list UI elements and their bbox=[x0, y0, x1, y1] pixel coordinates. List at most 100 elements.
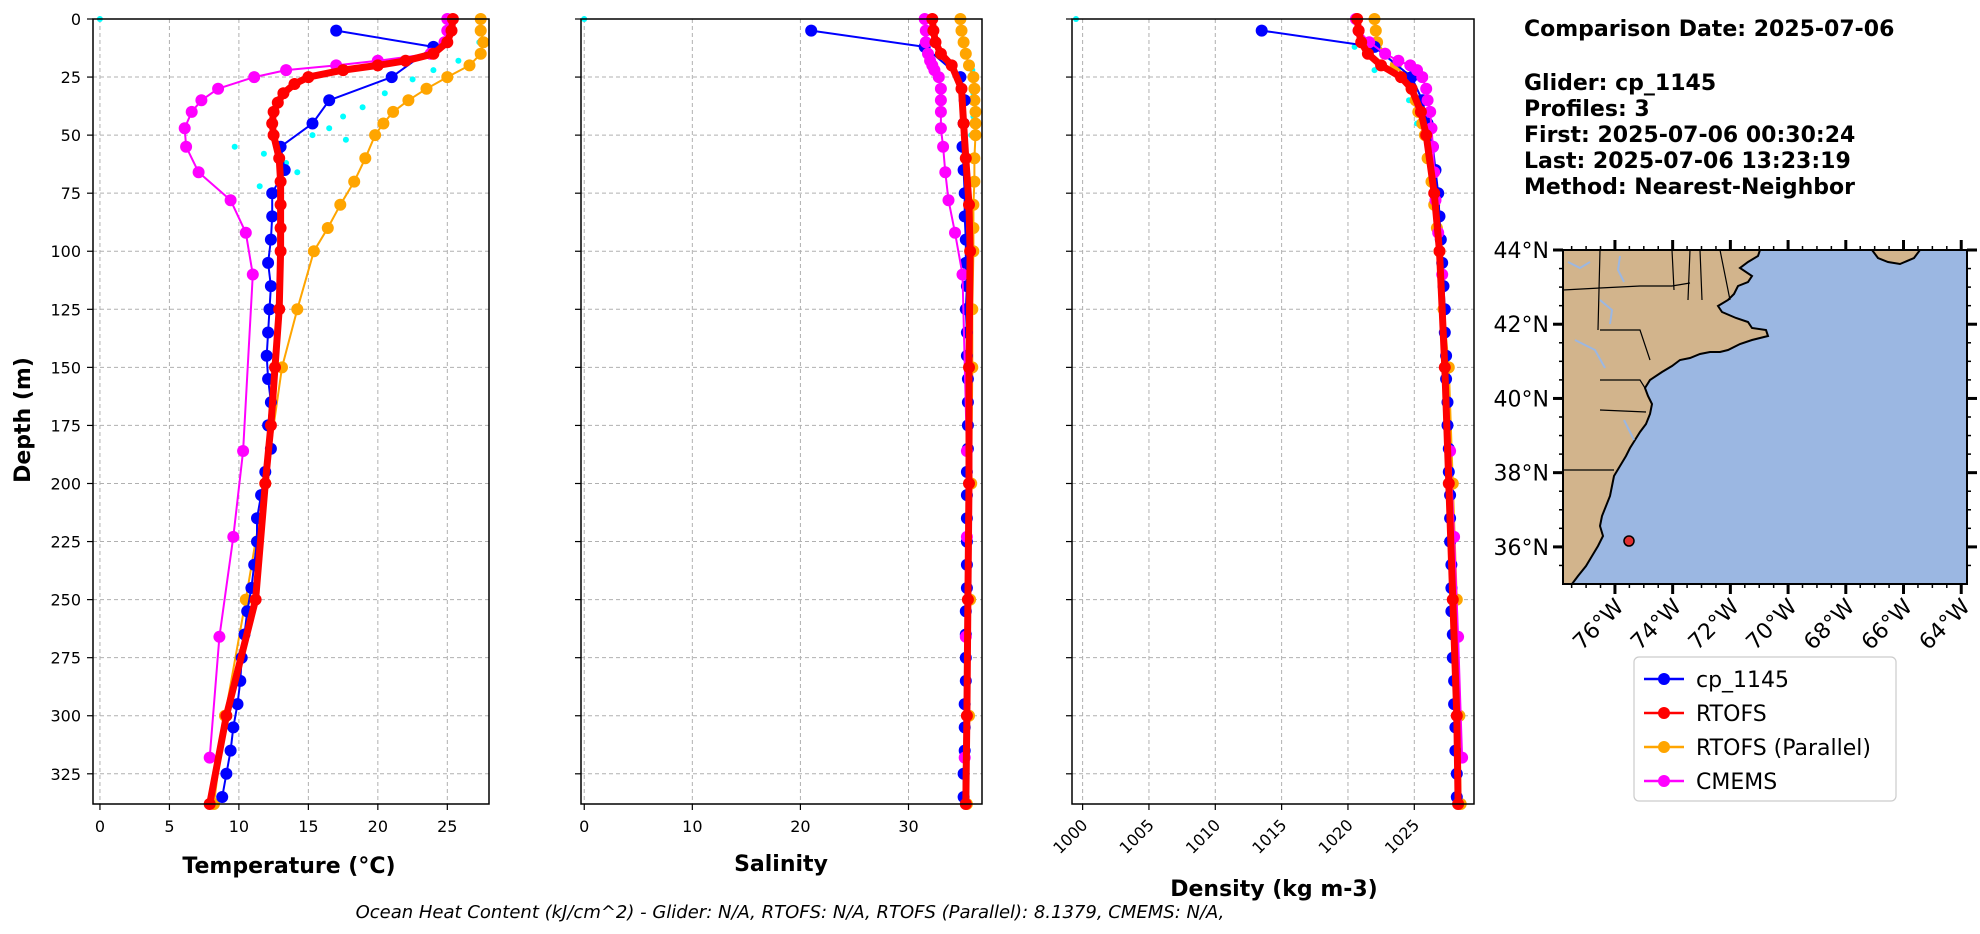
data-point bbox=[262, 326, 275, 339]
y-tick-label: 0 bbox=[71, 10, 81, 29]
lat-tick-label: 38°N bbox=[1494, 462, 1549, 487]
data-point bbox=[266, 210, 279, 223]
data-point bbox=[1414, 105, 1427, 118]
map-borders bbox=[1562, 249, 1731, 471]
lat-tick-label: 44°N bbox=[1494, 239, 1549, 264]
y-tick-label: 300 bbox=[50, 707, 81, 726]
data-point bbox=[1255, 24, 1268, 37]
x-tick-label: 5 bbox=[164, 817, 174, 836]
x-tick-label: 10 bbox=[229, 817, 249, 836]
legend: cp_1145 RTOFS RTOFS (Parallel) CMEMS bbox=[1633, 656, 1897, 802]
data-point bbox=[348, 175, 361, 188]
lon-tick-label: 64°W bbox=[1915, 594, 1976, 655]
info-method: Method: Nearest-Neighbor bbox=[1524, 175, 1855, 200]
axes-frame bbox=[92, 18, 490, 805]
data-point bbox=[1442, 477, 1455, 490]
data-point bbox=[216, 791, 229, 803]
y-tick-label: 125 bbox=[50, 300, 81, 319]
data-point bbox=[1352, 24, 1365, 37]
x-tick-label: 1015 bbox=[1248, 815, 1290, 857]
y-tick-label: 100 bbox=[50, 242, 81, 261]
data-point bbox=[192, 166, 205, 179]
legend-label: CMEMS bbox=[1696, 770, 1777, 795]
data-point bbox=[220, 767, 233, 780]
data-point bbox=[1379, 47, 1392, 60]
temperature-axis-label: Temperature (°C) bbox=[182, 854, 395, 879]
info-profiles: Profiles: 3 bbox=[1524, 97, 1650, 122]
x-tick-label: 20 bbox=[368, 817, 388, 836]
data-point bbox=[934, 105, 947, 118]
temperature-panel: Depth (m) Temperature (°C) 0 5 10 15 20 25025… bbox=[11, 10, 490, 879]
data-point bbox=[1371, 67, 1378, 74]
data-point bbox=[1392, 54, 1405, 67]
data-point bbox=[274, 198, 287, 211]
data-point bbox=[427, 47, 440, 60]
data-point bbox=[969, 117, 982, 130]
data-point bbox=[274, 245, 287, 258]
y-tick-label: 275 bbox=[50, 649, 81, 668]
x-tick-label: 15 bbox=[298, 817, 318, 836]
data-point bbox=[455, 57, 462, 64]
data-point bbox=[203, 751, 216, 764]
data-point bbox=[957, 117, 970, 130]
legend-entry: RTOFS (Parallel) bbox=[1644, 736, 1871, 761]
data-point bbox=[291, 303, 304, 316]
data-point bbox=[224, 194, 237, 207]
data-point bbox=[212, 82, 225, 95]
legend-entry: RTOFS bbox=[1644, 702, 1767, 727]
data-point bbox=[224, 744, 237, 757]
data-point bbox=[266, 187, 279, 200]
legend-marker bbox=[1658, 741, 1670, 753]
grid-lines bbox=[581, 18, 982, 804]
series-line bbox=[928, 18, 974, 805]
data-point bbox=[963, 361, 975, 374]
data-point bbox=[340, 113, 347, 120]
data-point bbox=[260, 349, 273, 362]
data-point bbox=[274, 222, 287, 234]
data-point bbox=[277, 87, 290, 100]
data-point bbox=[195, 94, 208, 107]
data-point bbox=[213, 630, 226, 643]
data-point bbox=[369, 129, 382, 142]
data-point bbox=[227, 530, 240, 543]
data-point bbox=[430, 67, 437, 74]
info-block: Comparison Date: 2025-07-06 Glider: cp_1… bbox=[1524, 17, 1894, 200]
data-point bbox=[239, 226, 252, 239]
data-point bbox=[280, 64, 293, 77]
data-point bbox=[959, 152, 972, 165]
data-point bbox=[963, 198, 975, 211]
lon-tick-label: 66°W bbox=[1857, 594, 1918, 655]
data-point bbox=[381, 90, 388, 97]
legend-marker bbox=[1658, 707, 1670, 719]
series-glider-raw bbox=[96, 16, 483, 190]
density-axis-label: Density (kg m-3) bbox=[1170, 877, 1378, 902]
data-point bbox=[288, 78, 301, 90]
x-tick-label: 25 bbox=[437, 817, 457, 836]
data-point bbox=[964, 245, 977, 258]
x-tick-label: 10 bbox=[682, 817, 702, 836]
data-point bbox=[463, 59, 476, 72]
y-tick-label: 175 bbox=[50, 416, 81, 435]
data-point bbox=[949, 226, 961, 239]
lon-tick-label: 70°W bbox=[1742, 594, 1803, 655]
legend-marker bbox=[1658, 673, 1670, 685]
data-point bbox=[1361, 47, 1374, 60]
data-point bbox=[1446, 593, 1459, 606]
series-glider-raw bbox=[1073, 16, 1420, 127]
data-point bbox=[302, 71, 315, 84]
axes-frame bbox=[1071, 18, 1475, 805]
lat-tick-label: 40°N bbox=[1494, 387, 1549, 412]
data-point bbox=[371, 59, 384, 72]
data-point bbox=[1438, 361, 1451, 374]
data-point bbox=[474, 47, 487, 60]
data-point bbox=[969, 105, 982, 118]
data-point bbox=[955, 24, 968, 37]
data-point bbox=[934, 47, 947, 60]
series-cp-1145 bbox=[216, 24, 440, 803]
data-point bbox=[180, 140, 193, 153]
data-point bbox=[441, 36, 454, 49]
lat-tick-label: 36°N bbox=[1494, 536, 1549, 561]
data-point bbox=[387, 105, 400, 118]
data-point bbox=[185, 105, 198, 118]
